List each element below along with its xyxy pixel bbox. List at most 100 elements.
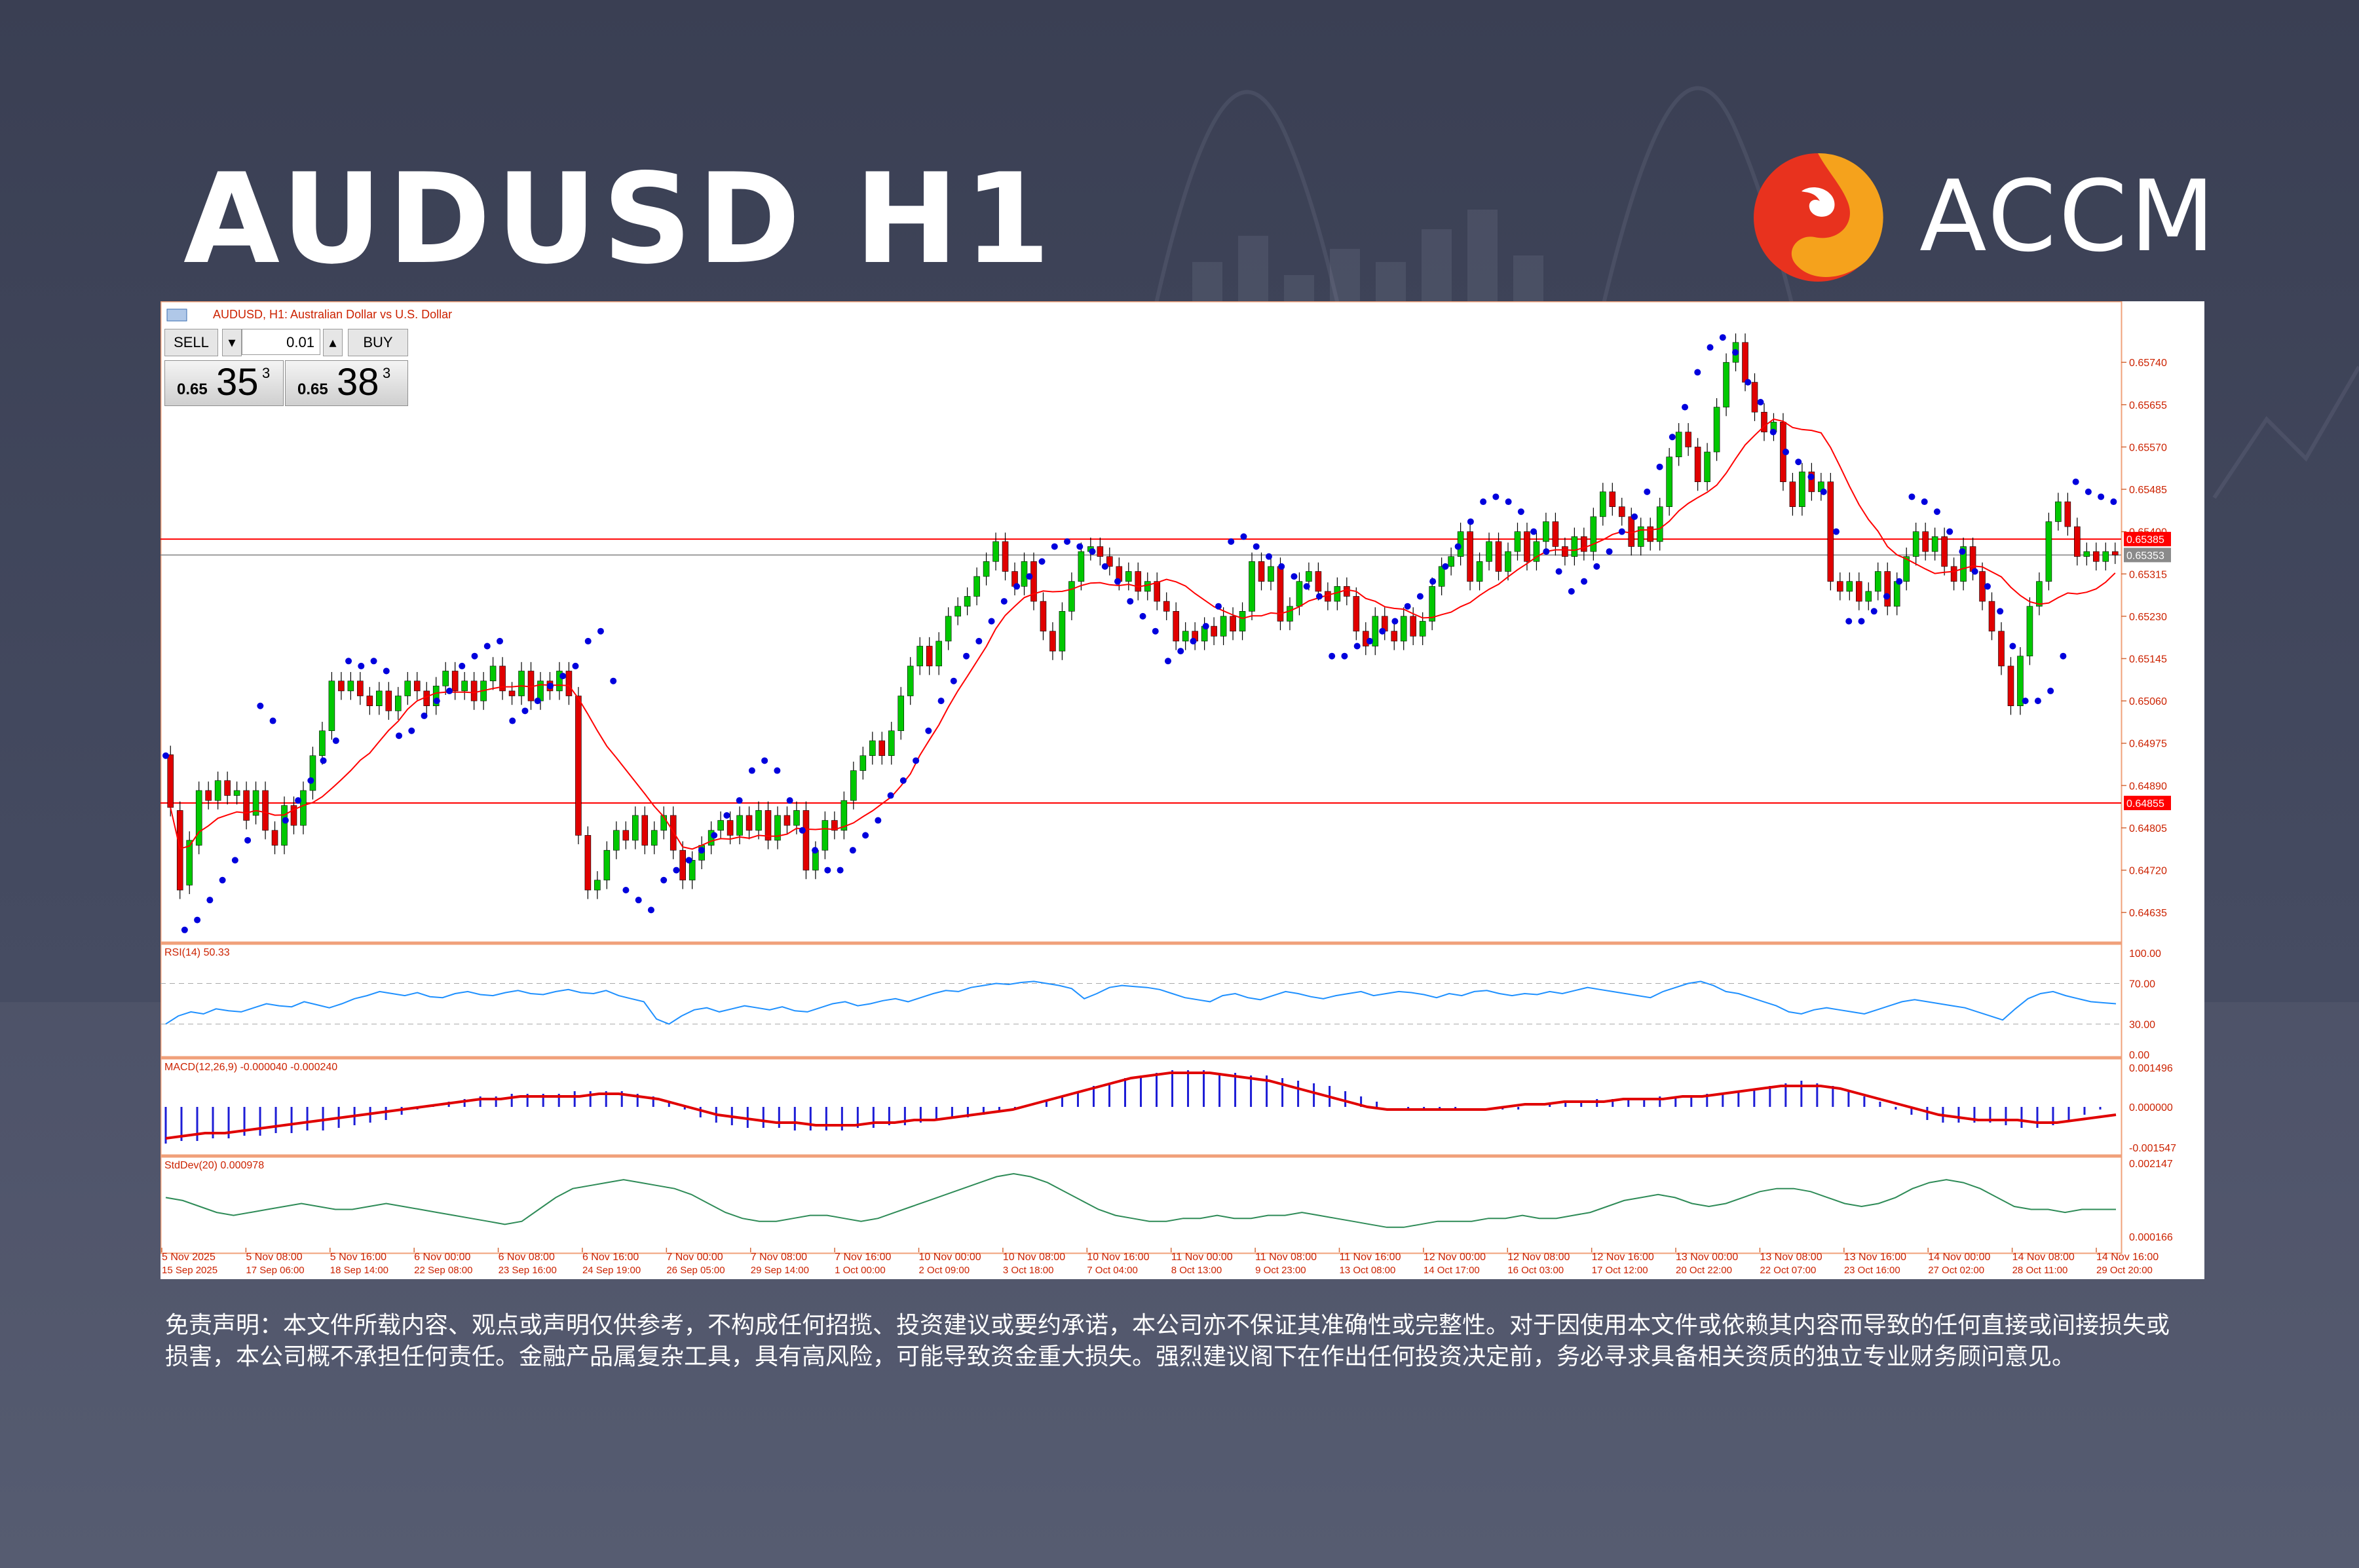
candle-body xyxy=(907,665,914,696)
x-tick-label: 14 Nov 16:00 xyxy=(2096,1252,2159,1263)
candle-body xyxy=(1893,581,1900,607)
stddev-tick-label: 0.002147 xyxy=(2129,1159,2173,1170)
parabolic-sar-dot xyxy=(1013,583,1021,590)
lot-down-arrow-icon[interactable]: ▾ xyxy=(222,329,242,356)
sell-price-main: 35 xyxy=(216,361,259,403)
candle-body xyxy=(783,815,791,826)
candle-body xyxy=(1419,621,1426,637)
parabolic-sar-dot xyxy=(1467,518,1474,525)
trading-chart-window[interactable]: AUDUSD, H1: Australian Dollar vs U.S. Do… xyxy=(160,301,2204,1279)
candle-body xyxy=(1931,536,1938,552)
x-tick-label: 10 Nov 16:00 xyxy=(1087,1252,1149,1263)
parabolic-sar-dot xyxy=(1757,399,1764,406)
parabolic-sar-dot xyxy=(875,817,882,824)
candle-body xyxy=(1600,491,1606,517)
buy-price-prefix: 0.65 xyxy=(297,381,328,398)
x-tick-label: 10 Nov 00:00 xyxy=(919,1252,981,1263)
y-tick-label: 0.64975 xyxy=(2129,739,2167,750)
candle-body xyxy=(1618,506,1625,517)
x-tick-label-secondary: 7 Oct 04:00 xyxy=(1087,1265,1138,1276)
candle-body xyxy=(518,671,525,696)
x-tick-label: 12 Nov 00:00 xyxy=(1424,1252,1486,1263)
parabolic-sar-dot xyxy=(913,757,920,764)
parabolic-sar-dot xyxy=(559,673,567,680)
candle-body xyxy=(1998,631,2005,667)
parabolic-sar-dot xyxy=(1908,493,1916,500)
y-tick-label: 0.65485 xyxy=(2129,485,2167,496)
candle-body xyxy=(556,671,563,692)
x-tick-label-secondary: 29 Oct 20:00 xyxy=(2096,1265,2153,1276)
disclaimer-text: 免责声明：本文件所载内容、观点或声明仅供参考，不构成任何招揽、投资建议或要约承诺… xyxy=(165,1312,2170,1370)
lot-size-input[interactable]: 0.01 xyxy=(242,329,320,355)
candle-body xyxy=(2026,606,2033,657)
parabolic-sar-dot xyxy=(723,812,730,819)
parabolic-sar-dot xyxy=(496,637,503,644)
candle-body xyxy=(1552,521,1559,547)
parabolic-sar-dot xyxy=(711,832,718,839)
parabolic-sar-dot xyxy=(408,727,415,734)
parabolic-sar-dot xyxy=(1732,349,1739,356)
candle-body xyxy=(1097,546,1104,557)
y-tick-label: 0.64635 xyxy=(2129,908,2167,919)
parabolic-sar-dot xyxy=(1202,623,1209,630)
candle-body xyxy=(461,681,468,692)
parabolic-sar-dot xyxy=(1442,563,1449,570)
buy-price-button[interactable]: 0.65 38 3 xyxy=(285,360,408,406)
parabolic-sar-dot xyxy=(2098,493,2105,500)
candle-body xyxy=(840,800,848,831)
x-tick-label: 13 Nov 16:00 xyxy=(1844,1252,1906,1263)
sell-price-sup: 3 xyxy=(262,365,271,381)
parabolic-sar-dot xyxy=(370,658,377,665)
y-tick-label: 0.65230 xyxy=(2129,612,2167,623)
candle-body xyxy=(1268,566,1274,582)
parabolic-sar-dot xyxy=(622,886,630,893)
sell-button[interactable]: SELL xyxy=(164,329,218,356)
parabolic-sar-dot xyxy=(1089,548,1096,555)
candle-body xyxy=(1182,631,1189,642)
candle-body xyxy=(1922,531,1929,552)
parabolic-sar-dot xyxy=(1517,508,1524,515)
parabolic-sar-dot xyxy=(2047,687,2054,694)
candle-body xyxy=(1125,571,1132,582)
candle-body xyxy=(319,730,326,756)
candle-body xyxy=(309,755,316,791)
candle-body xyxy=(973,576,980,597)
lot-up-arrow-icon[interactable]: ▴ xyxy=(323,329,343,356)
x-tick-label: 6 Nov 00:00 xyxy=(414,1252,470,1263)
candle-body xyxy=(1960,546,1967,582)
parabolic-sar-dot xyxy=(1278,563,1285,570)
x-tick-label-secondary: 26 Sep 05:00 xyxy=(666,1265,725,1276)
y-tick-label: 0.65145 xyxy=(2129,654,2167,665)
parabolic-sar-dot xyxy=(1870,608,1878,615)
candle-body xyxy=(1230,616,1236,631)
candle-body xyxy=(366,696,373,707)
buy-button[interactable]: BUY xyxy=(348,329,408,356)
candle-body xyxy=(1021,561,1028,587)
x-tick-label-secondary: 18 Sep 14:00 xyxy=(330,1265,388,1276)
sell-price-prefix: 0.65 xyxy=(177,381,208,398)
parabolic-sar-dot xyxy=(521,707,529,715)
parabolic-sar-dot xyxy=(1606,548,1613,555)
parabolic-sar-dot xyxy=(1644,488,1651,495)
parabolic-sar-dot xyxy=(1114,578,1122,585)
parabolic-sar-dot xyxy=(2034,698,2041,705)
parabolic-sar-dot xyxy=(1555,568,1562,575)
candle-body xyxy=(1258,561,1265,582)
parabolic-sar-dot xyxy=(269,717,276,724)
parabolic-sar-dot xyxy=(2060,652,2067,660)
price-chart[interactable]: AUDUSD, H1: Australian Dollar vs U.S. Do… xyxy=(160,301,2204,1279)
candle-body xyxy=(1685,432,1691,447)
parabolic-sar-dot xyxy=(231,857,238,864)
parabolic-sar-dot xyxy=(1543,548,1550,555)
macd-signal-line xyxy=(165,1072,2117,1140)
parabolic-sar-dot xyxy=(1946,528,1953,535)
sell-price-button[interactable]: 0.65 35 3 xyxy=(164,360,284,406)
parabolic-sar-dot xyxy=(2009,643,2016,650)
x-tick-label: 6 Nov 08:00 xyxy=(499,1252,555,1263)
x-tick-label-secondary: 17 Oct 12:00 xyxy=(1592,1265,1648,1276)
candle-body xyxy=(651,830,658,846)
parabolic-sar-dot xyxy=(471,652,478,660)
parabolic-sar-dot xyxy=(1745,379,1752,386)
brand-name: ACCM xyxy=(1919,160,2217,274)
candle-body xyxy=(727,820,734,836)
